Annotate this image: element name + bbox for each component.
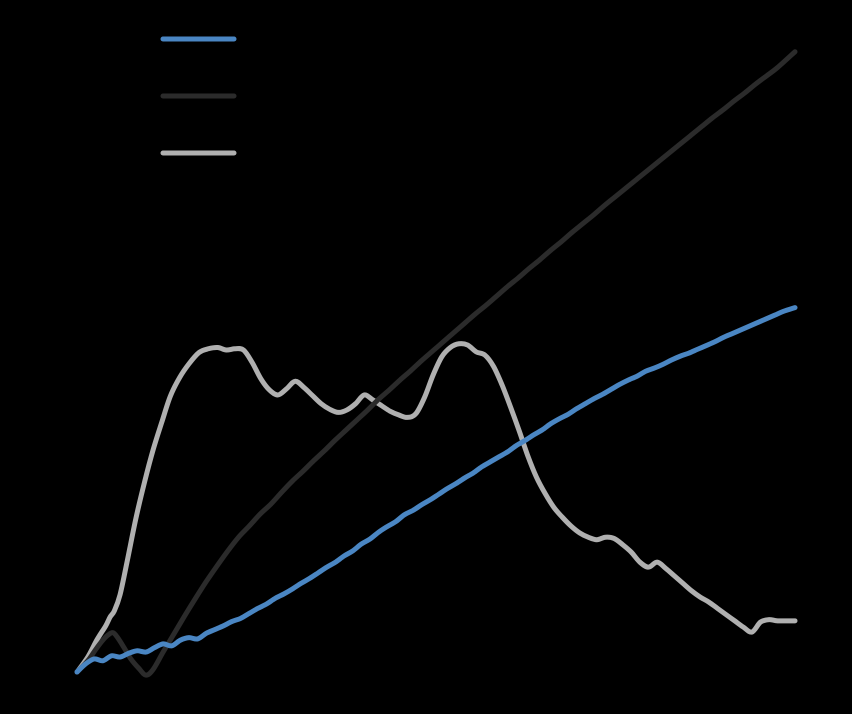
chart-legend xyxy=(160,36,237,156)
series-line-blue[interactable] xyxy=(74,305,798,675)
series-line-light-gray[interactable] xyxy=(74,341,798,675)
series-line-dark-gray[interactable] xyxy=(74,49,798,678)
series-layer xyxy=(74,49,798,678)
